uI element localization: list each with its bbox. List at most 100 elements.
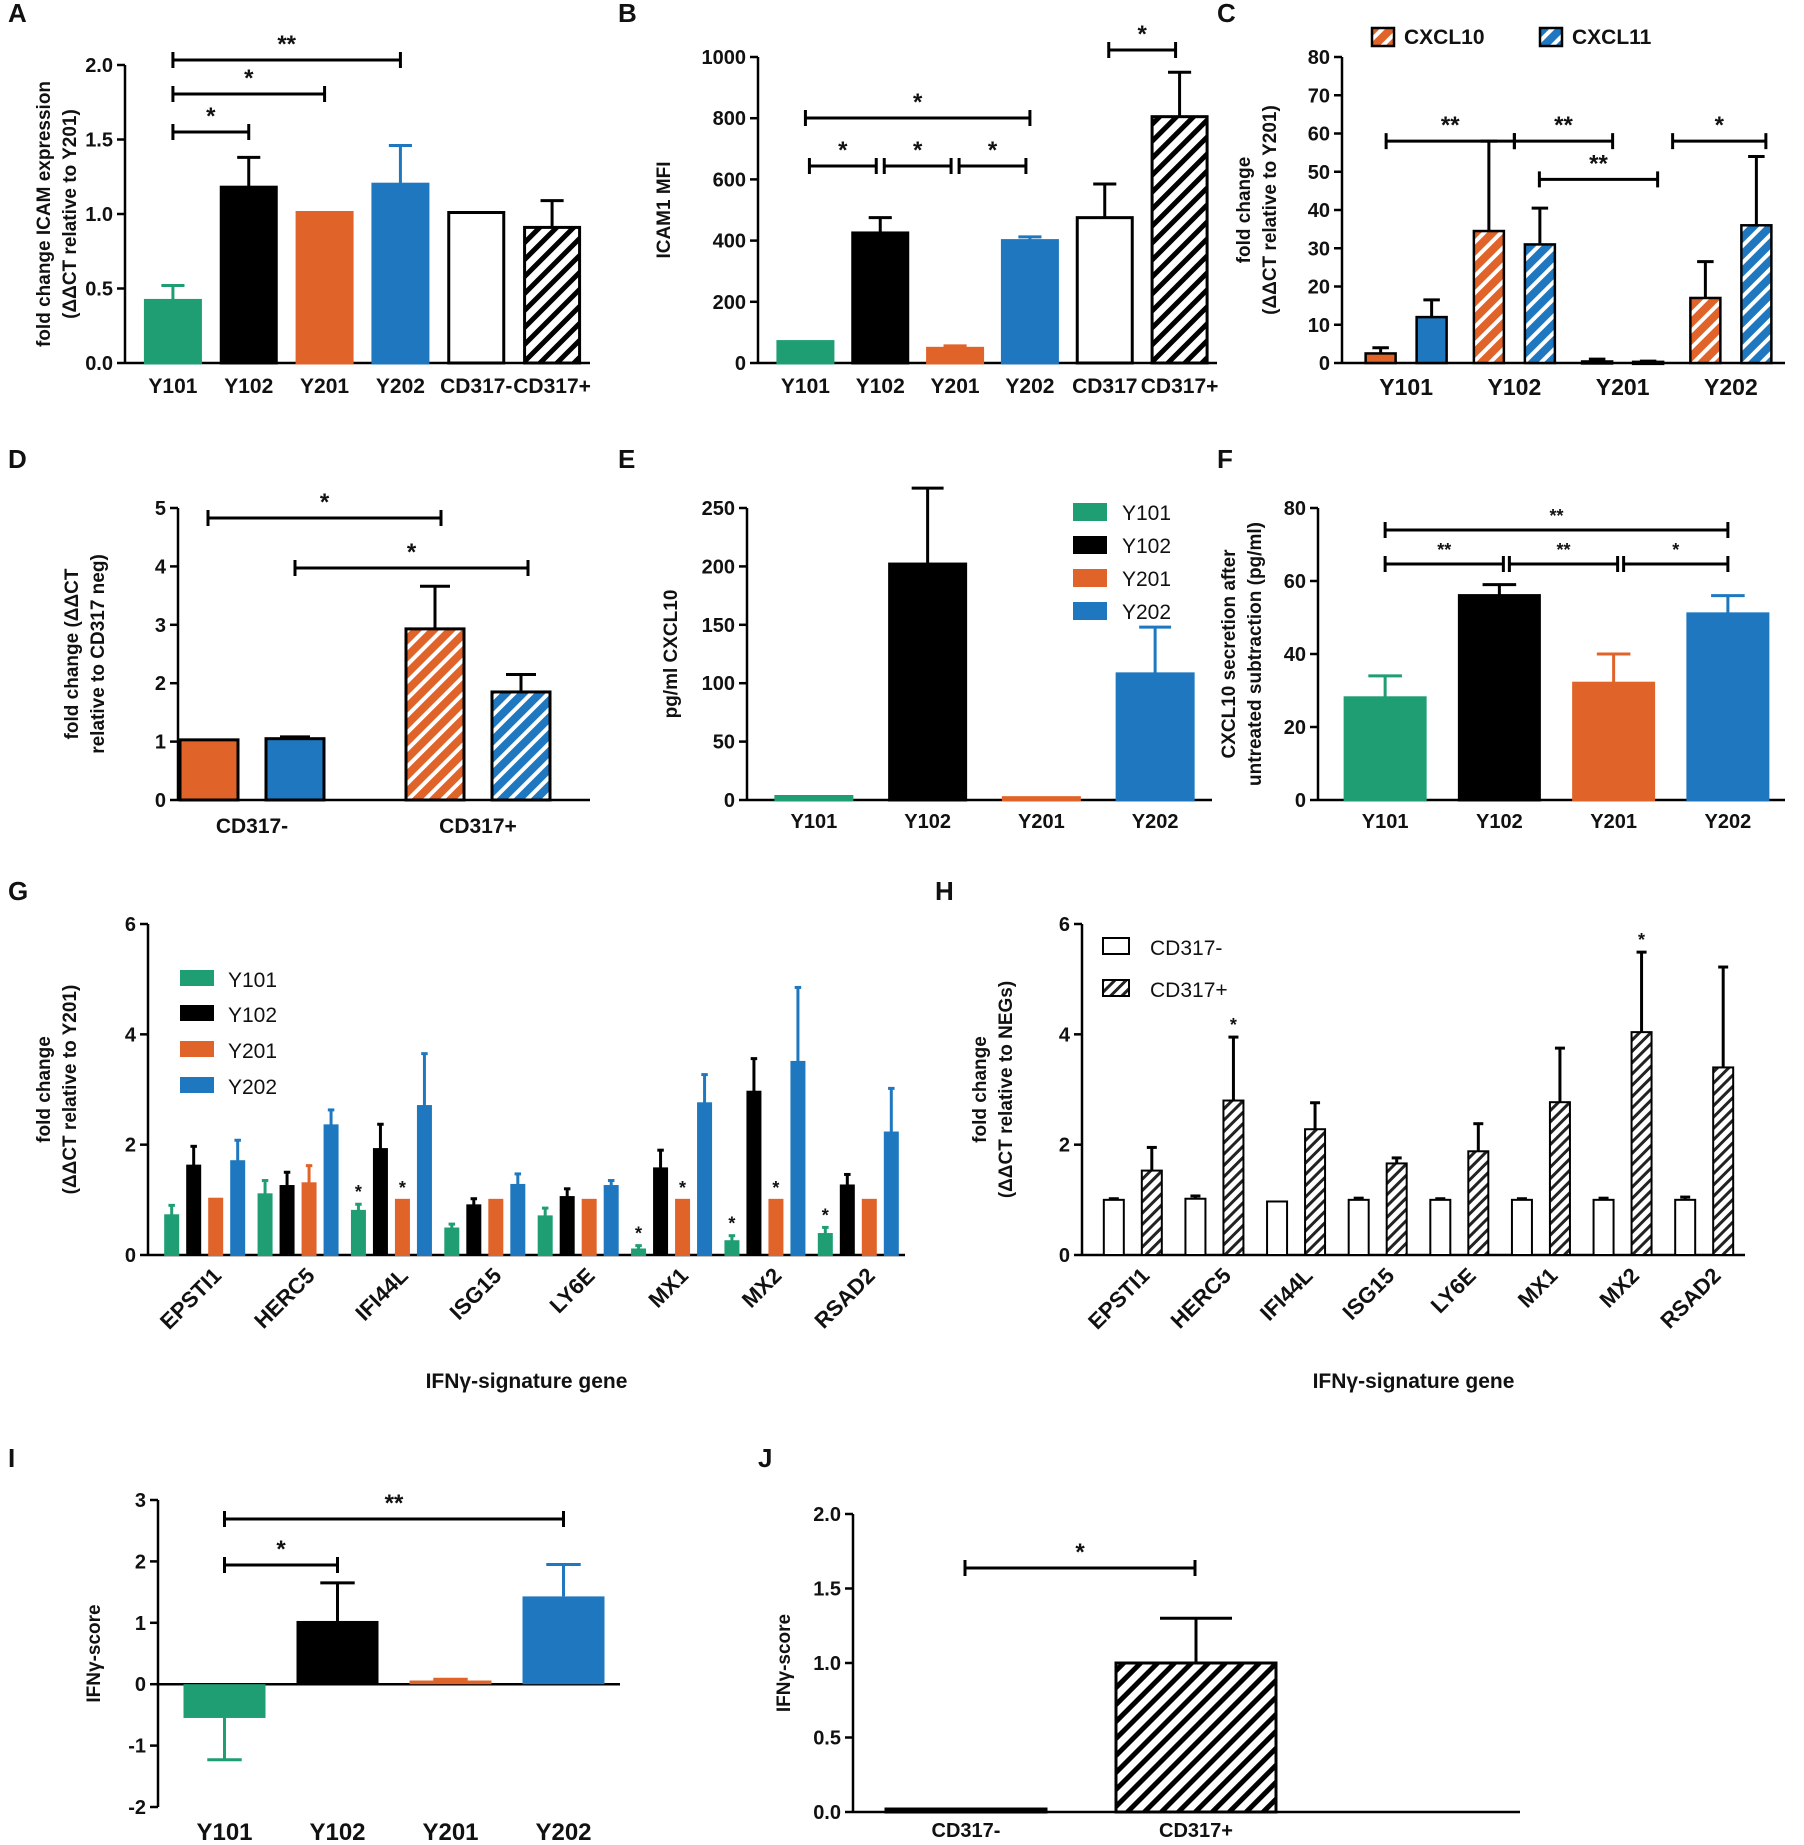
bar-Y102 bbox=[296, 1620, 379, 1685]
y-tick-label: 800 bbox=[713, 108, 746, 130]
y-axis-label: fold change (ΔΔCT relative to Y201) bbox=[34, 985, 81, 1195]
bar-Y201 bbox=[1572, 681, 1656, 802]
y-tick-label: 150 bbox=[702, 615, 735, 637]
y-tick-label: 70 bbox=[1308, 85, 1330, 107]
x-tick-label: MX1 bbox=[643, 1263, 693, 1313]
x-tick-label: Y102 bbox=[309, 1819, 365, 1845]
y-axis-label-line: fold change bbox=[1234, 157, 1255, 264]
bar-CD317--MX1 bbox=[1510, 1198, 1533, 1257]
bar-Orange-CD317+ bbox=[404, 627, 466, 802]
x-tick-label: Y202 bbox=[535, 1819, 591, 1845]
panel-label-A: A bbox=[8, 0, 27, 28]
y-axis-label-line: untreated subtraction (pg/ml) bbox=[1245, 522, 1266, 786]
bar-CD317+-EPSTI1 bbox=[1140, 1169, 1163, 1256]
legend-swatch-CXCL11 bbox=[1538, 26, 1564, 48]
y-tick-label: 40 bbox=[1308, 200, 1330, 222]
bar-Y102 bbox=[219, 185, 278, 365]
panel-J: J 0.0 0.5 1.0 1.5 2.0 IFNγ-score CD317- CD317+ * bbox=[758, 1443, 1520, 1842]
panel-label-G: G bbox=[8, 876, 28, 906]
x-tick-label: Y201 bbox=[422, 1819, 478, 1845]
bar-CD317- bbox=[884, 1807, 1048, 1814]
y-tick-label: 2 bbox=[135, 1551, 146, 1573]
bar-CXCL11-Y102 bbox=[1523, 243, 1557, 365]
y-axis-label-line: fold change (ΔΔCT bbox=[62, 568, 83, 739]
bar-Y201-HERC5 bbox=[301, 1182, 317, 1256]
y-axis-label-line: fold change bbox=[34, 1036, 55, 1143]
y-tick-label: 10 bbox=[1308, 315, 1330, 337]
y-axis-label-line: pg/ml CXCL10 bbox=[661, 590, 682, 719]
bar-CD317+-ISG15 bbox=[1385, 1162, 1408, 1257]
significance-star: * bbox=[679, 1178, 686, 1198]
y-axis-label-line: CXCL10 secretion after bbox=[1219, 549, 1240, 759]
x-tick-label: Y202 bbox=[1132, 811, 1179, 833]
y-axis-label: ICAM1 MFI bbox=[654, 161, 675, 258]
x-axis-title: IFNγ-signature gene bbox=[426, 1370, 628, 1393]
y-axis-label-line: fold change bbox=[970, 1036, 991, 1143]
x-tick-label: Y202 bbox=[1704, 374, 1758, 400]
y-tick-label: 50 bbox=[713, 732, 735, 754]
panel-G: G 0 2 4 6 fold change (ΔΔCT relative to Y201) E… bbox=[8, 876, 905, 1393]
x-tick-label: Y202 bbox=[376, 375, 425, 398]
y-tick-label: 1.0 bbox=[813, 1653, 841, 1675]
panel-D: D 0 1 2 3 4 5 fold change (ΔΔCT relative to CD31… bbox=[8, 444, 590, 838]
significance-label: ** bbox=[1554, 112, 1573, 139]
y-tick-label: 1000 bbox=[702, 47, 747, 69]
y-tick-label: 400 bbox=[713, 231, 746, 253]
bar-CD317+-MX2 bbox=[1630, 1031, 1653, 1257]
bar-Y102-HERC5 bbox=[279, 1185, 295, 1256]
significance-label: * bbox=[1715, 112, 1725, 139]
bar-Y101-RSAD2 bbox=[817, 1233, 833, 1256]
bar-Blue-CD317- bbox=[264, 737, 326, 802]
x-tick-label: ISG15 bbox=[1337, 1263, 1399, 1325]
legend-label: Y202 bbox=[1122, 601, 1171, 624]
significance-label: ** bbox=[1549, 506, 1563, 526]
legend-label: Y101 bbox=[1122, 502, 1171, 525]
significance-label: * bbox=[320, 489, 330, 516]
legend-swatch-Y201 bbox=[180, 1041, 214, 1057]
x-axis-title: IFNγ-signature gene bbox=[1313, 1370, 1515, 1393]
y-axis-label: fold change ICAM expression (ΔΔCT relativ… bbox=[34, 81, 81, 347]
x-tick-label: Y201 bbox=[931, 375, 980, 398]
y-axis-label-line: relative to CD317 neg) bbox=[88, 554, 109, 754]
bar-CXCL10-Y101 bbox=[1364, 352, 1397, 365]
x-tick-label: Y102 bbox=[856, 375, 905, 398]
x-tick-label: CD317+ bbox=[513, 375, 591, 398]
bar-CD317--LY6E bbox=[1429, 1198, 1452, 1257]
bar-Y102-EPSTI1 bbox=[186, 1164, 202, 1257]
x-tick-label: RSAD2 bbox=[1655, 1263, 1725, 1333]
bar-Y102-IFI44L bbox=[372, 1148, 388, 1256]
legend-label: Y102 bbox=[228, 1004, 277, 1027]
bar-CD317- bbox=[1075, 216, 1134, 365]
panel-C: C 0 10 20 30 40 50 60 70 80 fold change (ΔΔCT relat… bbox=[1217, 0, 1785, 400]
bar-CD317+-RSAD2 bbox=[1712, 1066, 1735, 1257]
x-tick-label: CD317- bbox=[440, 375, 512, 398]
bar-CD317+ bbox=[1114, 1661, 1278, 1814]
bar-Y102-LY6E bbox=[559, 1196, 575, 1256]
significance-label: ** bbox=[1437, 540, 1451, 560]
panel-label-C: C bbox=[1217, 0, 1236, 28]
significance-label: * bbox=[1672, 540, 1679, 560]
y-tick-label: 1 bbox=[135, 1613, 146, 1635]
x-tick-label: CD317+ bbox=[439, 815, 517, 838]
x-tick-label: Y202 bbox=[1705, 811, 1752, 833]
x-tick-label: LY6E bbox=[1426, 1263, 1481, 1318]
y-axis-label-line: (ΔΔCT relative to Y201) bbox=[60, 109, 81, 319]
panel-H: H 0 2 4 6 fold change (ΔΔCT relative to NEGs) E… bbox=[935, 876, 1745, 1393]
y-tick-label: 0.0 bbox=[85, 353, 113, 375]
x-tick-label: Y101 bbox=[1362, 811, 1409, 833]
panel-label-F: F bbox=[1217, 444, 1233, 474]
bar-CD317+-IFI44L bbox=[1304, 1128, 1327, 1256]
legend-swatch-CXCL10 bbox=[1370, 26, 1396, 48]
y-tick-label: 200 bbox=[713, 292, 746, 314]
bar-Y101 bbox=[183, 1684, 266, 1718]
bar-Y102-ISG15 bbox=[466, 1204, 482, 1256]
bar-Y202-LY6E bbox=[603, 1185, 619, 1256]
bar-CD317--MX2 bbox=[1592, 1198, 1615, 1257]
y-tick-label: 0 bbox=[135, 1674, 146, 1696]
bar-Y102 bbox=[851, 231, 910, 365]
legend-label: Y202 bbox=[228, 1076, 277, 1099]
x-tick-label: Y101 bbox=[781, 375, 830, 398]
y-tick-label: 0 bbox=[735, 353, 746, 375]
x-tick-label: HERC5 bbox=[249, 1263, 319, 1333]
